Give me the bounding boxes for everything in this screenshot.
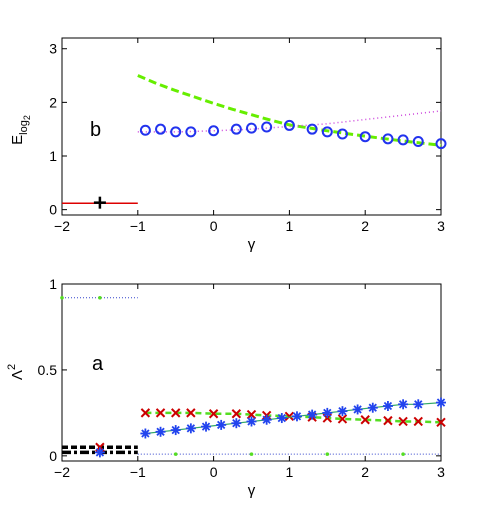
data-point — [261, 121, 273, 133]
data-point — [398, 400, 408, 409]
series-4 — [94, 447, 105, 458]
data-point — [338, 406, 347, 416]
data-point — [155, 123, 167, 135]
data-point — [231, 409, 242, 419]
data-point — [336, 128, 348, 140]
y-tick-label: 2 — [49, 94, 57, 110]
x-tick-label: 2 — [361, 464, 369, 480]
y-tick-label: 1 — [49, 276, 57, 292]
data-point — [412, 136, 424, 148]
x-tick-label: 3 — [437, 218, 445, 234]
data-point — [383, 415, 393, 426]
data-point — [283, 119, 295, 131]
x-tick-label: 1 — [286, 218, 294, 234]
data-point — [398, 416, 408, 427]
data-point — [201, 422, 211, 431]
series-line — [137, 74, 442, 147]
data-point — [337, 414, 348, 424]
series-7 — [140, 397, 446, 439]
y-tick-label: 3 — [49, 41, 57, 57]
data-point — [139, 124, 151, 136]
data-point — [262, 415, 271, 424]
data-point — [436, 398, 446, 407]
data-point — [141, 429, 150, 438]
data-point — [277, 413, 286, 423]
series-1 — [93, 196, 106, 209]
y-tick-label: 0.5 — [38, 362, 58, 378]
data-point — [360, 415, 370, 425]
series-6 — [140, 408, 446, 428]
series-4 — [139, 119, 447, 150]
data-point — [323, 408, 332, 418]
data-point — [155, 408, 166, 418]
data-point — [140, 408, 151, 418]
data-point — [325, 452, 330, 456]
data-point — [230, 123, 242, 135]
data-point — [156, 427, 165, 436]
data-point — [368, 403, 377, 412]
panel-b: −2 −1 0 1 2 3 0 1 2 3 γ Elog2 b — [9, 37, 447, 253]
data-point — [249, 452, 254, 456]
series-2 — [137, 74, 442, 147]
y-tick-label: 0 — [49, 202, 57, 218]
data-point — [173, 452, 178, 456]
data-point — [98, 295, 102, 300]
data-point — [171, 425, 180, 435]
panel-letter: a — [92, 353, 104, 375]
x-tick-label: 1 — [286, 464, 294, 480]
x-tick-label: −1 — [130, 464, 146, 480]
data-point — [321, 126, 333, 138]
data-point — [397, 134, 409, 146]
data-point — [208, 125, 220, 137]
data-point — [307, 410, 317, 419]
data-point — [353, 405, 362, 414]
data-point — [246, 409, 257, 420]
y-axis-label: Elog2 — [9, 115, 32, 145]
y-axis-label: Λ2 — [6, 364, 26, 380]
series-5 — [137, 452, 441, 456]
data-point — [208, 409, 219, 419]
data-point — [359, 131, 371, 143]
x-axis-label: γ — [248, 236, 256, 253]
panel-letter: b — [90, 119, 101, 141]
data-point — [170, 126, 182, 138]
x-tick-label: −2 — [54, 464, 70, 480]
x-tick-label: −1 — [130, 218, 146, 234]
data-point — [246, 122, 257, 134]
data-point — [436, 417, 446, 428]
x-tick-label: 0 — [210, 464, 218, 480]
data-point — [383, 401, 393, 411]
data-point — [382, 133, 394, 145]
data-point — [95, 448, 105, 457]
y-tick-label: 0 — [49, 448, 57, 464]
data-point — [232, 419, 241, 428]
data-point — [186, 424, 196, 433]
plot-frame — [61, 283, 442, 462]
x-tick-label: 3 — [437, 464, 445, 480]
plot-frame — [61, 37, 442, 216]
data-point — [60, 295, 64, 300]
data-point — [306, 123, 318, 135]
x-tick-label: −2 — [54, 218, 70, 234]
x-tick-label: 0 — [210, 218, 218, 234]
data-point — [247, 417, 256, 426]
x-tick-label: 2 — [361, 218, 369, 234]
data-point — [401, 452, 405, 456]
data-point — [284, 411, 295, 422]
data-point — [292, 412, 302, 421]
data-point — [435, 138, 447, 150]
data-point — [170, 408, 181, 418]
data-point — [413, 416, 423, 427]
data-point — [217, 420, 226, 430]
x-axis-label: γ — [248, 482, 256, 499]
data-point — [414, 400, 423, 409]
y-tick-label: 1 — [49, 148, 57, 164]
series-0 — [60, 295, 138, 300]
panel-a: −2 −1 0 1 2 3 0 0.5 1 γ Λ2 a — [6, 276, 446, 499]
data-point — [186, 408, 196, 418]
data-point — [185, 126, 197, 138]
